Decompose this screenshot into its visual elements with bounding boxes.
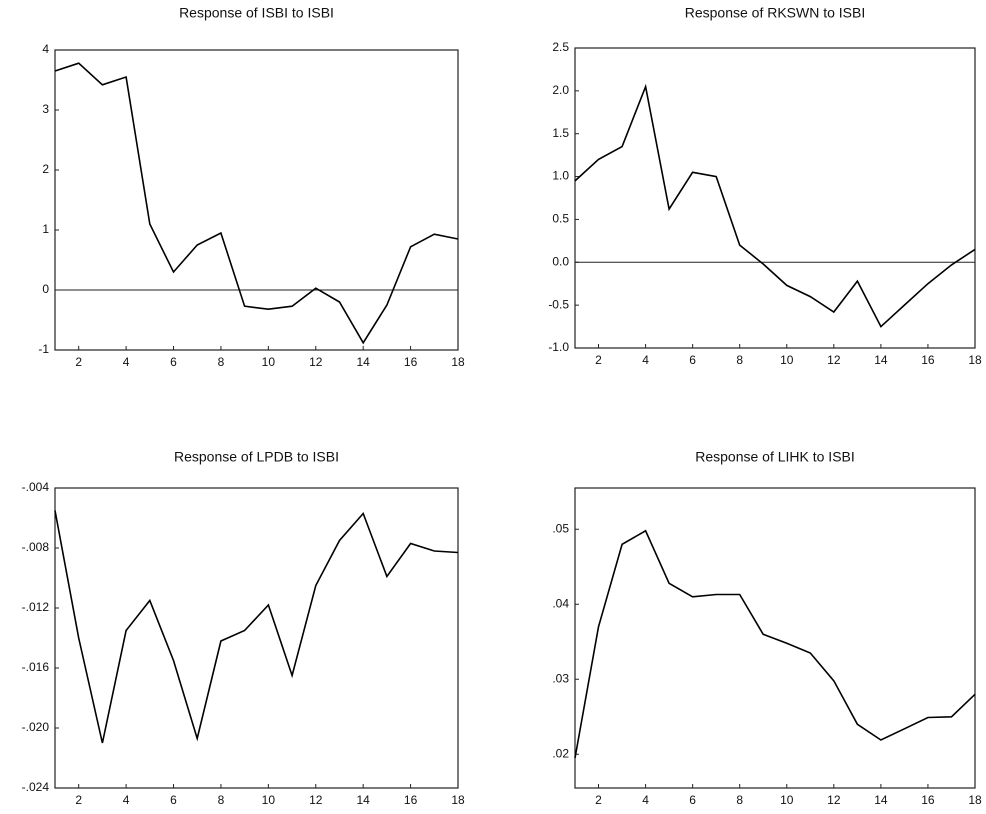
figure: Response of ISBI to ISBI-101234246810121… xyxy=(0,0,986,814)
x-tick-label: 6 xyxy=(170,355,177,369)
chart-title: Response of ISBI to ISBI xyxy=(179,5,334,21)
y-tick-label: 0.0 xyxy=(552,254,569,268)
response-line xyxy=(55,63,458,343)
x-tick-label: 18 xyxy=(968,353,982,367)
y-tick-label: 4 xyxy=(42,42,49,56)
y-tick-label: -.012 xyxy=(22,600,50,614)
y-tick-label: 2 xyxy=(42,162,49,176)
x-tick-label: 6 xyxy=(689,793,696,807)
y-tick-label: -1.0 xyxy=(548,340,569,354)
x-tick-label: 6 xyxy=(170,793,177,807)
x-tick-label: 2 xyxy=(75,793,82,807)
x-tick-label: 16 xyxy=(404,355,418,369)
x-tick-label: 12 xyxy=(309,355,323,369)
y-tick-label: 3 xyxy=(42,102,49,116)
y-tick-label: 0 xyxy=(42,282,49,296)
x-tick-label: 10 xyxy=(780,793,794,807)
y-tick-label: 2.5 xyxy=(552,40,569,54)
y-tick-label: -.016 xyxy=(22,660,50,674)
y-tick-label: -.024 xyxy=(22,780,50,794)
x-tick-label: 8 xyxy=(736,353,743,367)
x-tick-label: 10 xyxy=(262,793,276,807)
y-tick-label: -1 xyxy=(38,342,49,356)
y-tick-label: .04 xyxy=(552,596,569,610)
x-tick-label: 4 xyxy=(642,793,649,807)
x-tick-label: 12 xyxy=(827,793,841,807)
y-tick-label: 2.0 xyxy=(552,83,569,97)
x-tick-label: 2 xyxy=(595,353,602,367)
y-tick-label: .05 xyxy=(552,521,569,535)
x-tick-label: 4 xyxy=(123,793,130,807)
x-tick-label: 2 xyxy=(75,355,82,369)
x-tick-label: 2 xyxy=(595,793,602,807)
x-tick-label: 10 xyxy=(262,355,276,369)
x-tick-label: 12 xyxy=(309,793,323,807)
chart-title: Response of RKSWN to ISBI xyxy=(685,5,866,21)
y-tick-label: 0.5 xyxy=(552,212,569,226)
x-tick-label: 16 xyxy=(404,793,418,807)
plot-frame xyxy=(55,488,458,788)
x-tick-label: 16 xyxy=(921,793,935,807)
x-tick-label: 8 xyxy=(736,793,743,807)
y-tick-label: -.004 xyxy=(22,480,50,494)
x-tick-label: 8 xyxy=(218,793,225,807)
x-tick-label: 14 xyxy=(874,353,888,367)
y-tick-label: 1.5 xyxy=(552,126,569,140)
plot-frame xyxy=(575,48,975,348)
x-tick-label: 6 xyxy=(689,353,696,367)
y-tick-label: -.020 xyxy=(22,720,50,734)
chart-title: Response of LIHK to ISBI xyxy=(695,449,855,465)
y-tick-label: -0.5 xyxy=(548,297,569,311)
y-tick-label: .03 xyxy=(552,671,569,685)
x-tick-label: 4 xyxy=(123,355,130,369)
x-tick-label: 14 xyxy=(874,793,888,807)
x-tick-label: 18 xyxy=(451,793,465,807)
x-tick-label: 10 xyxy=(780,353,794,367)
y-tick-label: 1 xyxy=(42,222,49,236)
x-tick-label: 4 xyxy=(642,353,649,367)
x-tick-label: 18 xyxy=(451,355,465,369)
response-line xyxy=(575,87,975,327)
x-tick-label: 12 xyxy=(827,353,841,367)
chart-title: Response of LPDB to ISBI xyxy=(174,449,339,465)
y-tick-label: .02 xyxy=(552,746,569,760)
plot-frame xyxy=(55,50,458,350)
x-tick-label: 8 xyxy=(218,355,225,369)
x-tick-label: 18 xyxy=(968,793,982,807)
y-tick-label: -.008 xyxy=(22,540,50,554)
x-tick-label: 14 xyxy=(356,793,370,807)
response-line xyxy=(55,511,458,744)
x-tick-label: 16 xyxy=(921,353,935,367)
y-tick-label: 1.0 xyxy=(552,169,569,183)
response-line xyxy=(575,531,975,758)
x-tick-label: 14 xyxy=(356,355,370,369)
